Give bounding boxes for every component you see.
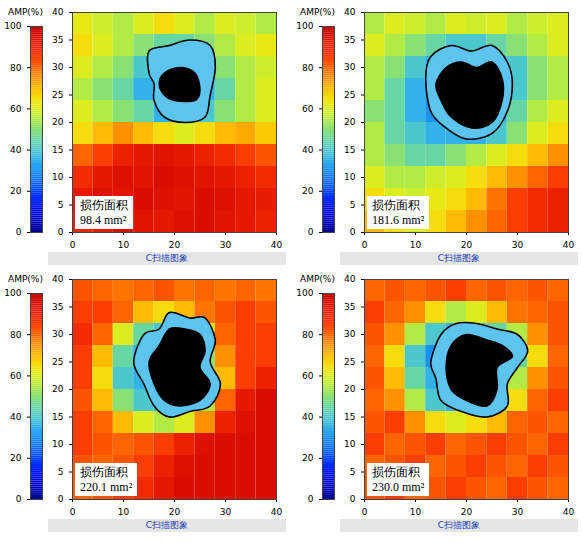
html-text:98.4 mm²: 98.4 mm² (80, 212, 127, 227)
svg-text:35: 35 (344, 35, 355, 45)
svg-text:10: 10 (118, 240, 130, 250)
html-text:C扫描图象: C扫描图象 (437, 520, 481, 530)
svg-text:60: 60 (302, 104, 314, 114)
svg-text:15: 15 (344, 412, 355, 422)
svg-text:35: 35 (52, 35, 63, 45)
svg-text:15: 15 (344, 145, 355, 155)
svg-text:0: 0 (308, 494, 314, 504)
html-text:C扫描图象: C扫描图象 (145, 253, 189, 263)
html-text:181.6 mm²: 181.6 mm² (372, 212, 425, 227)
svg-text:0: 0 (16, 227, 22, 237)
svg-text:0: 0 (70, 507, 76, 517)
svg-text:20: 20 (10, 453, 22, 463)
svg-text:40: 40 (563, 507, 575, 517)
svg-text:30: 30 (220, 240, 232, 250)
svg-text:30: 30 (52, 329, 64, 339)
svg-text:40: 40 (344, 274, 356, 284)
svg-text:40: 40 (10, 412, 22, 422)
svg-text:20: 20 (461, 507, 473, 517)
svg-text:80: 80 (10, 63, 22, 73)
html-text:AMP(%): AMP(%) (8, 274, 43, 284)
html-text:损伤面积: 损伤面积 (372, 198, 420, 213)
html-text:220.1 mm²: 220.1 mm² (80, 479, 133, 494)
svg-text:5: 5 (58, 467, 64, 477)
svg-text:40: 40 (52, 274, 64, 284)
svg-text:20: 20 (52, 117, 64, 127)
svg-text:20: 20 (344, 384, 356, 394)
svg-text:80: 80 (10, 330, 22, 340)
svg-text:30: 30 (512, 240, 524, 250)
svg-text:0: 0 (58, 494, 64, 504)
html-text:C扫描图象: C扫描图象 (145, 520, 189, 530)
svg-text:10: 10 (410, 507, 422, 517)
html-text:AMP(%): AMP(%) (300, 274, 335, 284)
svg-text:60: 60 (302, 371, 314, 381)
html-text:损伤面积: 损伤面积 (80, 465, 128, 480)
svg-text:30: 30 (52, 62, 64, 72)
svg-text:40: 40 (302, 145, 314, 155)
svg-text:10: 10 (118, 507, 130, 517)
html-text:损伤面积: 损伤面积 (372, 465, 420, 480)
svg-text:5: 5 (58, 200, 64, 210)
svg-text:15: 15 (52, 145, 63, 155)
svg-text:40: 40 (302, 412, 314, 422)
svg-text:100: 100 (4, 288, 21, 298)
svg-text:60: 60 (10, 104, 22, 114)
html-text:AMP(%): AMP(%) (300, 7, 335, 17)
svg-text:20: 20 (461, 240, 473, 250)
svg-text:100: 100 (4, 21, 21, 31)
svg-text:30: 30 (344, 62, 356, 72)
svg-text:35: 35 (52, 302, 63, 312)
html-text:AMP(%): AMP(%) (8, 7, 43, 17)
svg-text:0: 0 (308, 227, 314, 237)
svg-text:60: 60 (10, 371, 22, 381)
svg-text:20: 20 (10, 186, 22, 196)
svg-text:15: 15 (52, 412, 63, 422)
svg-text:20: 20 (344, 117, 356, 127)
svg-text:25: 25 (344, 357, 355, 367)
svg-text:20: 20 (302, 453, 314, 463)
svg-text:30: 30 (512, 507, 524, 517)
svg-text:0: 0 (16, 494, 22, 504)
svg-text:40: 40 (271, 240, 283, 250)
svg-text:40: 40 (271, 507, 283, 517)
svg-text:80: 80 (302, 330, 314, 340)
svg-text:40: 40 (344, 7, 356, 17)
svg-text:35: 35 (344, 302, 355, 312)
svg-text:10: 10 (344, 172, 356, 182)
svg-text:30: 30 (344, 329, 356, 339)
svg-text:25: 25 (344, 90, 355, 100)
svg-text:5: 5 (350, 467, 356, 477)
svg-text:80: 80 (302, 63, 314, 73)
svg-text:10: 10 (344, 439, 356, 449)
svg-text:0: 0 (362, 507, 368, 517)
svg-text:100: 100 (296, 21, 313, 31)
svg-text:40: 40 (10, 145, 22, 155)
html-text:230.0 mm²: 230.0 mm² (372, 479, 425, 494)
svg-text:10: 10 (52, 439, 64, 449)
svg-text:20: 20 (169, 507, 181, 517)
svg-text:20: 20 (169, 240, 181, 250)
svg-text:10: 10 (410, 240, 422, 250)
svg-text:40: 40 (563, 240, 575, 250)
svg-text:20: 20 (52, 384, 64, 394)
svg-text:25: 25 (52, 90, 63, 100)
svg-text:100: 100 (296, 288, 313, 298)
svg-text:0: 0 (350, 227, 356, 237)
svg-text:0: 0 (70, 240, 76, 250)
html-text:C扫描图象: C扫描图象 (437, 253, 481, 263)
svg-text:10: 10 (52, 172, 64, 182)
svg-text:0: 0 (362, 240, 368, 250)
svg-text:40: 40 (52, 7, 64, 17)
svg-text:0: 0 (350, 494, 356, 504)
svg-text:30: 30 (220, 507, 232, 517)
svg-text:0: 0 (58, 227, 64, 237)
svg-text:5: 5 (350, 200, 356, 210)
svg-text:25: 25 (52, 357, 63, 367)
html-text:损伤面积: 损伤面积 (80, 198, 128, 213)
svg-text:20: 20 (302, 186, 314, 196)
